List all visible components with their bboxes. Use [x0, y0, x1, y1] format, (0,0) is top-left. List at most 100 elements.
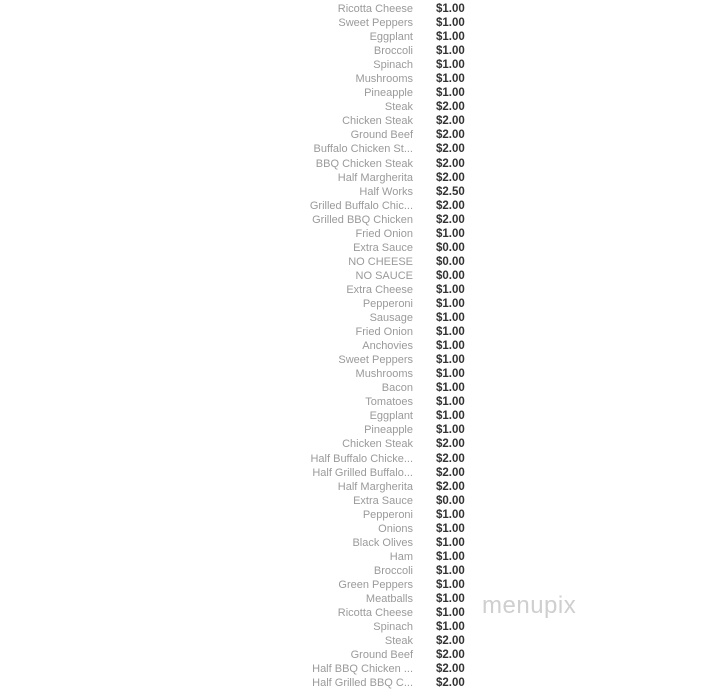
menu-item-row: Spinach $1.00	[0, 620, 716, 634]
item-name: Mushrooms	[355, 73, 413, 86]
menu-item-row: Green Peppers $1.00	[0, 578, 716, 592]
menu-item-row: Half BBQ Chicken ... $2.00	[0, 662, 716, 676]
item-name: Half Grilled Buffalo...	[312, 466, 413, 479]
menu-item-row: Pepperoni $1.00	[0, 508, 716, 522]
menu-item-row: Fried Onion $1.00	[0, 227, 716, 241]
item-price: $1.00	[436, 368, 465, 381]
item-price: $1.00	[436, 3, 465, 15]
item-price: $2.00	[436, 101, 465, 114]
item-price: $1.00	[436, 340, 465, 353]
item-name: NO CHEESE	[348, 255, 413, 268]
menu-item-row: Ham $1.00	[0, 550, 716, 564]
item-name: Meatballs	[365, 592, 413, 605]
menu-item-row: Chicken Steak $2.00	[0, 437, 716, 451]
item-price: $1.00	[436, 31, 465, 44]
menu-item-row: Onions $1.00	[0, 522, 716, 536]
item-name: Half Margherita	[337, 171, 413, 184]
menu-item-row: Steak $2.00	[0, 100, 716, 114]
item-name: Sweet Peppers	[338, 17, 413, 30]
item-price: $2.00	[436, 157, 465, 170]
item-price: $1.00	[436, 508, 465, 521]
menu-item-row: Buffalo Chicken St... $2.00	[0, 142, 716, 156]
item-price: $1.00	[436, 354, 465, 367]
item-price: $2.00	[436, 649, 465, 662]
item-name: Onions	[378, 522, 413, 535]
item-name: Extra Sauce	[353, 241, 413, 254]
item-price: $1.00	[436, 73, 465, 86]
menu-item-row: Eggplant $1.00	[0, 409, 716, 423]
menu-item-row: Anchovies $1.00	[0, 339, 716, 353]
item-name: Pepperoni	[362, 508, 413, 521]
menu-item-row: Extra Sauce $0.00	[0, 494, 716, 508]
menu-item-row: Broccoli $1.00	[0, 44, 716, 58]
item-name: Tomatoes	[365, 396, 413, 409]
menu-item-row: Chicken Steak $2.00	[0, 114, 716, 128]
item-name: Sausage	[369, 312, 413, 325]
item-price: $1.00	[436, 396, 465, 409]
item-price: $1.00	[436, 326, 465, 339]
menu-item-row: Ricotta Cheese $1.00	[0, 606, 716, 620]
item-name: Half BBQ Chicken ...	[312, 663, 413, 676]
item-name: Chicken Steak	[342, 115, 413, 128]
item-price: $1.00	[436, 410, 465, 423]
menu-item-row: Ricotta Cheese $1.00	[0, 2, 716, 16]
item-name: Half Grilled BBQ C...	[312, 677, 413, 690]
item-price: $2.00	[436, 635, 465, 648]
item-name: Buffalo Chicken St...	[313, 143, 413, 156]
menu-item-row: Grilled BBQ Chicken $2.00	[0, 213, 716, 227]
item-name: BBQ Chicken Steak	[315, 157, 413, 170]
menu-item-row: Pepperoni $1.00	[0, 297, 716, 311]
item-name: Sweet Peppers	[338, 354, 413, 367]
item-price: $0.00	[436, 241, 465, 254]
item-name: Spinach	[373, 621, 413, 634]
menu-item-row: Half Buffalo Chicke... $2.00	[0, 452, 716, 466]
menu-item-row: Sweet Peppers $1.00	[0, 353, 716, 367]
menu-item-row: Sweet Peppers $1.00	[0, 16, 716, 30]
menu-item-row: Half Grilled BBQ C... $2.00	[0, 676, 716, 690]
item-price: $1.00	[436, 550, 465, 563]
item-name: Steak	[384, 101, 413, 114]
menu-item-row: Mushrooms $1.00	[0, 72, 716, 86]
menu-item-row: Ground Beef $2.00	[0, 648, 716, 662]
item-name: Broccoli	[373, 45, 413, 58]
item-name: Anchovies	[362, 340, 413, 353]
item-price: $2.00	[436, 143, 465, 156]
item-price: $2.00	[436, 677, 465, 690]
item-name: Mushrooms	[355, 368, 413, 381]
menu-item-row: Half Margherita $2.00	[0, 480, 716, 494]
item-price: $1.00	[436, 312, 465, 325]
item-name: Spinach	[373, 59, 413, 72]
menu-item-row: Eggplant $1.00	[0, 30, 716, 44]
item-name: Extra Cheese	[346, 283, 413, 296]
item-price: $1.00	[436, 564, 465, 577]
menu-item-row: Pineapple $1.00	[0, 86, 716, 100]
menu-item-row: NO CHEESE $0.00	[0, 255, 716, 269]
item-name: Half Buffalo Chicke...	[310, 452, 413, 465]
item-name: Pineapple	[364, 87, 413, 100]
menu-item-row: Fried Onion $1.00	[0, 325, 716, 339]
item-price: $1.00	[436, 607, 465, 620]
item-name: Chicken Steak	[342, 438, 413, 451]
item-name: Pineapple	[364, 424, 413, 437]
item-name: Steak	[384, 635, 413, 648]
menu-item-row: Black Olives $1.00	[0, 536, 716, 550]
item-price: $1.00	[436, 283, 465, 296]
item-name: Fried Onion	[355, 326, 413, 339]
menu-item-row: Extra Sauce $0.00	[0, 241, 716, 255]
item-name: NO SAUCE	[355, 269, 413, 282]
item-price: $2.00	[436, 171, 465, 184]
item-name: Eggplant	[369, 410, 413, 423]
item-price: $2.00	[436, 452, 465, 465]
item-name: Eggplant	[369, 31, 413, 44]
menu-item-row: Mushrooms $1.00	[0, 367, 716, 381]
menu-item-row: Half Grilled Buffalo... $2.00	[0, 466, 716, 480]
item-name: Bacon	[381, 382, 413, 395]
item-price: $2.00	[436, 438, 465, 451]
item-price: $1.00	[436, 17, 465, 30]
item-price: $1.00	[436, 578, 465, 591]
item-name: Half Works	[359, 185, 413, 198]
item-price: $1.00	[436, 87, 465, 100]
menu-item-row: Pineapple $1.00	[0, 423, 716, 437]
item-price: $2.00	[436, 115, 465, 128]
